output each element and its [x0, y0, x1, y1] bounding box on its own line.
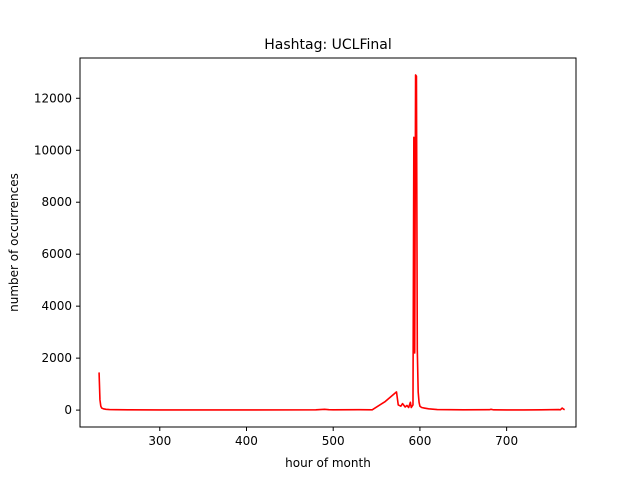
y-tick-label: 10000: [34, 143, 72, 157]
x-tick-label: 500: [322, 434, 345, 448]
x-axis-ticks: 300 400 500 600 700: [148, 427, 518, 448]
y-tick-label: 8000: [41, 195, 72, 209]
series-line: [98, 74, 565, 411]
series-layer: [98, 74, 565, 411]
x-tick-label: 400: [235, 434, 258, 448]
y-axis-label: number of occurrences: [7, 173, 21, 312]
y-tick-label: 2000: [41, 351, 72, 365]
y-tick-label: 12000: [34, 91, 72, 105]
y-tick-label: 0: [64, 403, 72, 417]
plot-frame: [79, 57, 577, 428]
y-tick-label: 6000: [41, 247, 72, 261]
x-tick-label: 300: [148, 434, 171, 448]
x-axis-label: hour of month: [285, 456, 371, 470]
chart-title: Hashtag: UCLFinal: [264, 37, 391, 53]
plot-background: [80, 58, 576, 427]
y-axis-ticks: 0 2000 4000 6000 8000 10000 12000: [34, 91, 80, 417]
x-tick-label: 700: [495, 434, 518, 448]
y-tick-label: 4000: [41, 299, 72, 313]
x-tick-label: 600: [408, 434, 431, 448]
